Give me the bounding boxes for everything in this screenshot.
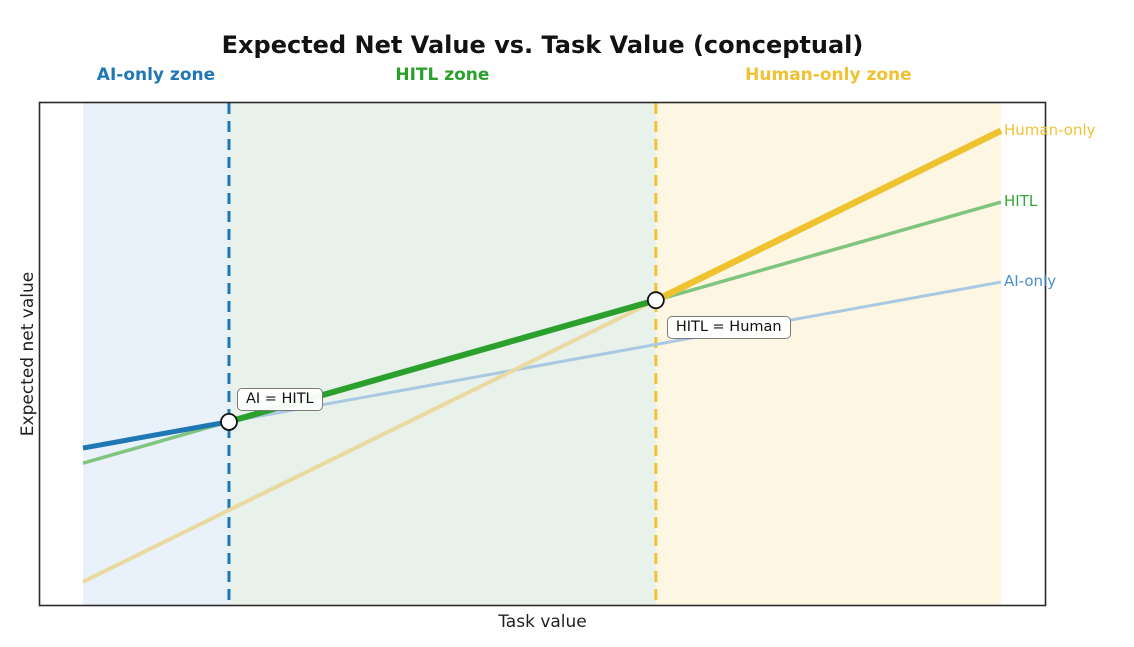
y-axis-label: Expected net value	[18, 271, 38, 437]
x-axis-label: Task value	[498, 612, 587, 632]
series-end-label-hitl: HITL	[1004, 192, 1038, 211]
zone-region-1	[228, 103, 656, 606]
series-line-bold-human-only	[654, 127, 1003, 304]
plot-frame	[38, 101, 1047, 607]
zone-label-2: Human-only zone	[745, 65, 912, 85]
crossover-marker-0	[220, 413, 238, 431]
crossover-marker-1	[646, 291, 665, 310]
zone-label-1: HITL zone	[395, 65, 490, 85]
annotation-callout-1: HITL = Human	[666, 316, 791, 340]
zone-label-0: AI-only zone	[96, 65, 216, 85]
zone-region-2	[655, 103, 1001, 606]
series-end-label-ai-only: AI-only	[1004, 272, 1057, 291]
zone-region-0	[83, 103, 229, 606]
series-end-label-human-only: Human-only	[1004, 120, 1096, 139]
figure-title: Expected Net Value vs. Task Value (conce…	[221, 31, 864, 59]
annotation-callout-0: AI = HITL	[236, 387, 323, 411]
series-line-bold-ai-only	[82, 419, 230, 451]
